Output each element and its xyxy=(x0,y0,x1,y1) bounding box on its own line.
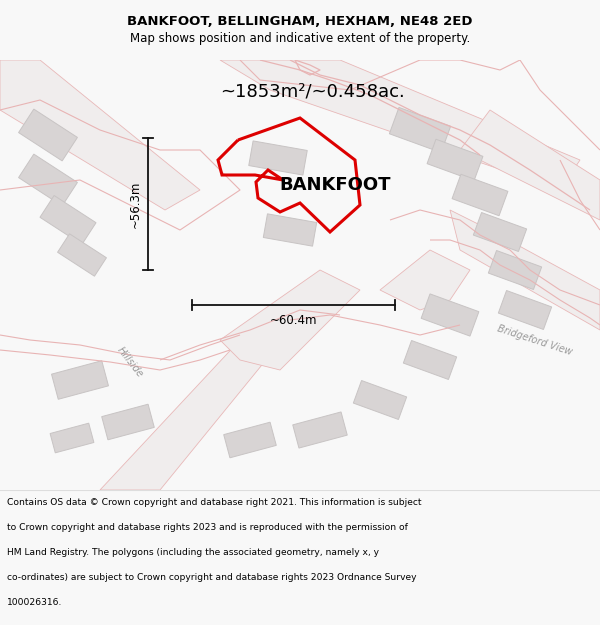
Polygon shape xyxy=(52,361,109,399)
Polygon shape xyxy=(263,214,317,246)
Polygon shape xyxy=(50,423,94,453)
Polygon shape xyxy=(452,174,508,216)
Text: Hillside: Hillside xyxy=(115,345,145,379)
Text: ~56.3m: ~56.3m xyxy=(128,180,142,228)
Polygon shape xyxy=(403,341,457,379)
Polygon shape xyxy=(100,340,270,490)
Polygon shape xyxy=(460,110,600,220)
Text: Map shows position and indicative extent of the property.: Map shows position and indicative extent… xyxy=(130,32,470,45)
Polygon shape xyxy=(0,60,200,210)
Polygon shape xyxy=(220,60,580,190)
Text: co-ordinates) are subject to Crown copyright and database rights 2023 Ordnance S: co-ordinates) are subject to Crown copyr… xyxy=(7,573,416,582)
Text: 100026316.: 100026316. xyxy=(7,598,62,607)
Polygon shape xyxy=(220,270,360,370)
Text: ~1853m²/~0.458ac.: ~1853m²/~0.458ac. xyxy=(220,83,405,101)
Polygon shape xyxy=(353,381,407,419)
Polygon shape xyxy=(389,107,451,152)
Polygon shape xyxy=(224,422,276,457)
Polygon shape xyxy=(58,234,106,276)
Polygon shape xyxy=(473,213,527,251)
Polygon shape xyxy=(19,154,77,206)
Polygon shape xyxy=(427,139,483,181)
Polygon shape xyxy=(488,251,542,289)
Text: Contains OS data © Crown copyright and database right 2021. This information is : Contains OS data © Crown copyright and d… xyxy=(7,498,422,507)
Polygon shape xyxy=(102,404,154,440)
Text: Bridgeford View: Bridgeford View xyxy=(496,323,574,357)
Polygon shape xyxy=(380,250,470,310)
Polygon shape xyxy=(421,294,479,336)
Polygon shape xyxy=(40,196,96,244)
Polygon shape xyxy=(19,109,77,161)
Text: BANKFOOT: BANKFOOT xyxy=(279,176,391,194)
Text: BANKFOOT, BELLINGHAM, HEXHAM, NE48 2ED: BANKFOOT, BELLINGHAM, HEXHAM, NE48 2ED xyxy=(127,15,473,28)
Text: HM Land Registry. The polygons (including the associated geometry, namely x, y: HM Land Registry. The polygons (includin… xyxy=(7,548,379,557)
Polygon shape xyxy=(249,141,307,175)
Polygon shape xyxy=(450,210,600,330)
Text: ~60.4m: ~60.4m xyxy=(270,314,317,326)
Polygon shape xyxy=(293,412,347,448)
Polygon shape xyxy=(499,291,551,329)
Text: to Crown copyright and database rights 2023 and is reproduced with the permissio: to Crown copyright and database rights 2… xyxy=(7,523,408,532)
